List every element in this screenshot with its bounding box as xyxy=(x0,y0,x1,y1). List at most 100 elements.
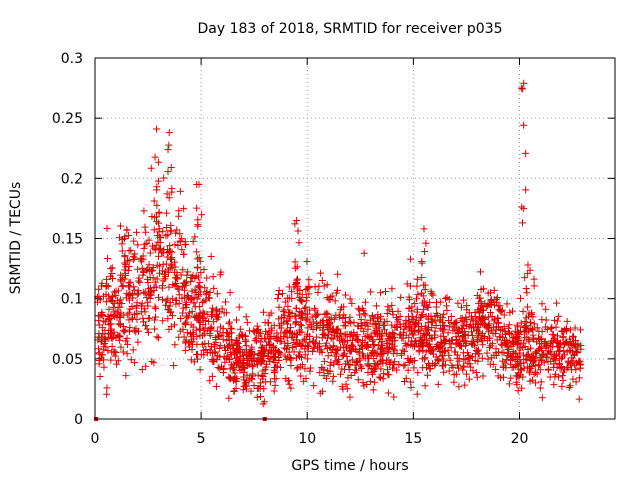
data-point xyxy=(209,273,217,281)
data-point xyxy=(261,370,269,378)
data-point xyxy=(187,321,195,329)
data-point xyxy=(434,356,442,364)
data-point xyxy=(388,340,396,348)
data-point xyxy=(127,246,135,254)
data-point xyxy=(466,354,474,362)
data-point xyxy=(153,125,161,133)
data-point xyxy=(178,294,186,302)
data-point xyxy=(216,271,224,279)
data-point xyxy=(165,141,173,149)
x-tick-label: 0 xyxy=(91,431,100,447)
data-point xyxy=(191,274,199,282)
data-point xyxy=(576,326,584,334)
data-point xyxy=(408,326,416,334)
data-point xyxy=(505,321,513,329)
data-point xyxy=(457,303,465,311)
data-point xyxy=(125,231,133,239)
data-point xyxy=(125,247,133,255)
data-point xyxy=(283,334,291,342)
data-point xyxy=(324,325,332,333)
data-point xyxy=(433,309,441,317)
data-point xyxy=(176,187,184,195)
data-point xyxy=(309,347,317,355)
data-point xyxy=(525,312,533,320)
data-point xyxy=(377,341,385,349)
data-point xyxy=(194,273,202,281)
data-point xyxy=(530,275,538,283)
data-point xyxy=(465,354,473,362)
data-point xyxy=(425,312,433,320)
data-point xyxy=(332,325,340,333)
data-point xyxy=(107,356,115,364)
data-point xyxy=(326,318,334,326)
data-point xyxy=(214,313,222,321)
data-point xyxy=(388,285,396,293)
data-point xyxy=(503,349,511,357)
data-point xyxy=(262,327,270,335)
data-point xyxy=(182,281,190,289)
data-point xyxy=(325,330,333,338)
data-point xyxy=(476,314,484,322)
data-point xyxy=(342,380,350,388)
data-point xyxy=(458,333,466,341)
data-point xyxy=(377,289,385,297)
data-point xyxy=(329,335,337,343)
data-point xyxy=(360,382,368,390)
data-point xyxy=(143,239,151,247)
data-point xyxy=(379,322,387,330)
data-point xyxy=(558,327,566,335)
data-point xyxy=(177,271,185,279)
data-point xyxy=(124,267,132,275)
data-point xyxy=(361,319,369,327)
data-point xyxy=(265,334,273,342)
data-point xyxy=(360,249,368,257)
data-point xyxy=(103,384,111,392)
data-point xyxy=(253,385,261,393)
data-point xyxy=(421,248,429,256)
data-point xyxy=(445,367,453,375)
data-point xyxy=(498,349,506,357)
data-point xyxy=(402,374,410,382)
data-point xyxy=(316,369,324,377)
data-point xyxy=(157,234,165,242)
data-point xyxy=(198,332,206,340)
data-point xyxy=(305,290,313,298)
data-point xyxy=(193,248,201,256)
data-point xyxy=(531,362,539,370)
data-point xyxy=(525,353,533,361)
data-point xyxy=(137,255,145,263)
data-point xyxy=(460,363,468,371)
data-point xyxy=(164,146,172,154)
data-point xyxy=(305,276,313,284)
data-point xyxy=(535,327,543,335)
data-point xyxy=(422,330,430,338)
data-point xyxy=(173,226,181,234)
data-point xyxy=(273,336,281,344)
data-point xyxy=(111,299,119,307)
data-point xyxy=(376,351,384,359)
data-point xyxy=(445,351,453,359)
data-point xyxy=(505,380,513,388)
data-point xyxy=(159,317,167,325)
data-point xyxy=(432,353,440,361)
data-point xyxy=(295,239,303,247)
data-point xyxy=(476,305,484,313)
data-point xyxy=(449,363,457,371)
data-point xyxy=(163,190,171,198)
data-point xyxy=(104,347,112,355)
data-point xyxy=(223,337,231,345)
data-point xyxy=(227,348,235,356)
data-point xyxy=(108,264,116,272)
y-tick-label: 0.15 xyxy=(52,232,83,248)
data-point xyxy=(305,284,313,292)
data-point xyxy=(100,363,108,371)
data-point xyxy=(250,382,258,389)
data-point xyxy=(537,335,545,343)
data-point xyxy=(372,320,380,328)
data-point xyxy=(377,332,385,340)
data-point xyxy=(522,321,530,329)
data-point xyxy=(347,319,355,327)
data-point xyxy=(262,378,270,386)
data-point xyxy=(369,386,377,394)
